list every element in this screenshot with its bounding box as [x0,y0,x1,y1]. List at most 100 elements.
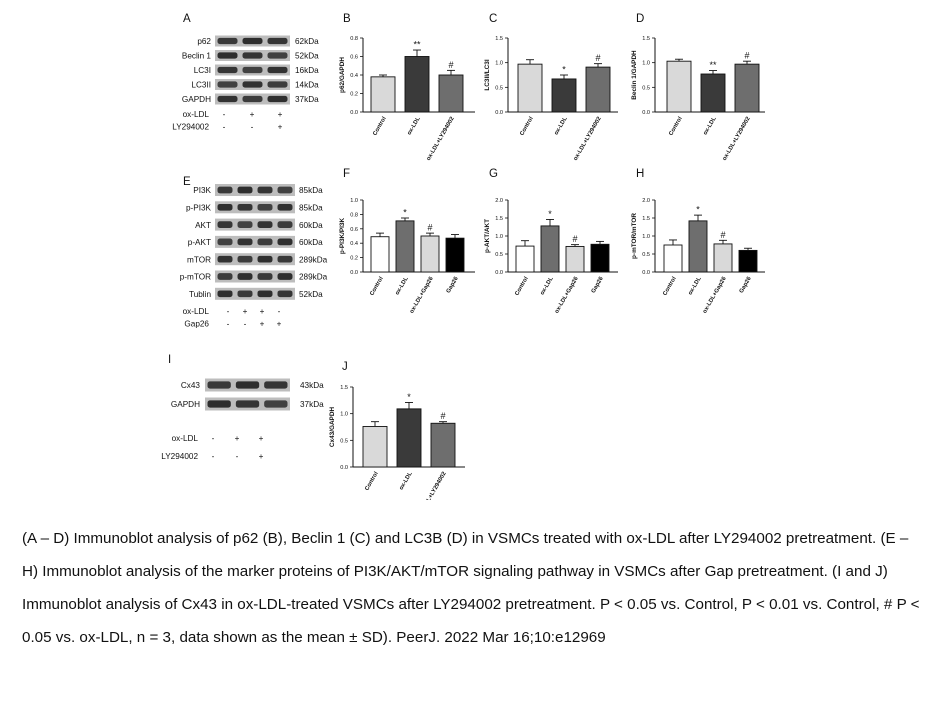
blot-band [257,255,273,263]
blot-band [257,273,273,280]
y-tick-label: 1.0 [340,412,348,418]
panel-letter: B [343,13,351,25]
category-label: ox-LDL [399,471,414,492]
blot-band [235,400,260,408]
significance-mark: # [440,411,445,421]
blot-band [277,290,293,298]
bar [370,236,390,273]
y-axis-label: p-mTOR/mTOR [631,213,638,259]
blot-row-label: AKT [195,221,211,230]
significance-mark: ** [413,40,421,50]
blot-strip [215,253,295,266]
blot-row-label: PI3K [193,186,211,195]
category-label: Control [514,276,530,297]
category-label: ox-LDL+Gap26 [409,275,435,314]
blot-size-label: 37kDa [300,400,324,409]
blot-size-label: 16kDa [295,66,319,75]
category-label: ox-LDL+LY294002 [573,116,603,162]
category-label: ox-LDL [540,276,555,297]
bar [420,235,440,273]
category-label: ox-LDL+LY294002 [722,116,752,162]
y-tick-label: 0.0 [642,270,650,276]
blot-row-label: p-AKT [188,238,211,247]
y-tick-label: 0.2 [350,256,358,262]
bar-chart-C: C 0.0 0.5 1.0 1.5 LC3II/LC3I Control * ox-LDL # ox… [484,13,618,162]
blot-band [257,238,273,246]
blot-size-label: 60kDa [299,238,323,247]
bar [438,74,464,113]
y-tick-label: 0.5 [495,252,503,258]
blot-row-label: p-mTOR [180,273,211,282]
treatment-sign: + [259,452,264,461]
blot-strip [215,235,295,248]
y-tick-label: 0.6 [350,55,358,61]
treatment-sign: - [223,110,226,119]
bar [700,73,726,113]
category-label: Control [668,116,684,137]
blot-band [257,203,273,211]
blot-row-label: Cx43 [181,381,201,390]
y-tick-label: 1.0 [642,61,650,67]
significance-mark: * [403,208,407,218]
blot-size-label: 289kDa [299,255,328,264]
significance-mark: * [562,65,566,75]
blot-band [237,255,253,263]
bar [585,66,611,113]
bar-chart-H: H 0.0 0.5 1.0 1.5 2.0 p-mTOR/mTOR Control * ox-LD… [631,168,765,315]
significance-mark: # [595,53,600,63]
y-tick-label: 0.0 [350,110,358,116]
blot-band [217,37,238,45]
treatment-label: ox-LDL [172,434,199,443]
y-axis-label: Beclin 1/GAPDH [631,50,638,100]
significance-mark: * [407,392,411,402]
blot-strip [215,270,295,283]
blot-band [277,255,293,263]
panel-letter: J [342,361,348,373]
y-tick-label: 1.0 [495,234,503,240]
treatment-sign: + [260,307,265,316]
treatment-sign: - [251,123,254,132]
category-label: ox-LDL [407,116,422,137]
y-axis-label: Cx43/GAPDH [329,407,336,448]
blot-band [217,255,233,263]
blot-band [277,273,293,280]
blot-band [267,66,288,74]
blot-size-label: 85kDa [299,186,323,195]
category-label: ox-LDL [554,116,569,137]
bar [540,225,560,273]
treatment-sign: - [278,307,281,316]
significance-mark: # [448,60,453,70]
blot-band [257,290,273,298]
y-tick-label: 1.0 [495,61,503,67]
blot-row-label: Tublin [189,290,211,299]
blot-size-label: 85kDa [299,204,323,213]
blot-size-label: 52kDa [295,52,319,61]
treatment-sign: + [277,320,282,329]
blot-band [237,290,253,298]
blot-band [242,81,263,88]
blot-band [277,221,293,228]
significance-mark: * [696,205,700,215]
bar [404,56,430,113]
panel-letter: A [183,13,191,25]
blot-band [264,400,288,408]
y-tick-label: 1.5 [495,36,503,42]
blot-band [277,203,293,211]
bar [551,78,577,113]
y-tick-label: 0.4 [350,241,358,247]
blot-band [217,273,233,280]
panel-letter: D [636,13,644,25]
blot-band [217,66,238,74]
y-tick-label: 1.5 [642,36,650,42]
category-label: ox-LDL [395,276,410,297]
y-axis-label: p-PI3K/PI3K [339,218,346,255]
treatment-sign: - [227,307,230,316]
blot-row-label: Beclin 1 [182,52,212,61]
significance-mark: # [572,234,577,244]
blot-strip [215,184,295,196]
category-label: Gap26 [446,275,460,294]
blot-size-label: 14kDa [295,81,319,90]
blot-band [277,186,293,194]
bar [738,249,758,273]
treatment-sign: - [236,452,239,461]
